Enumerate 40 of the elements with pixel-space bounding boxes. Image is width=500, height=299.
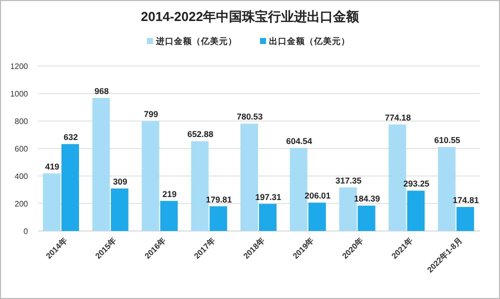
data-label: 317.35 [336,175,362,186]
bar [42,173,60,231]
data-label: 799 [144,109,158,120]
data-label: 197.31 [255,192,282,202]
y-tick-label: 800 [14,117,29,126]
data-label: 610.55 [434,135,461,146]
data-label: 179.81 [206,194,232,204]
bar [358,206,376,231]
data-label: 968 [94,86,109,96]
data-label: 604.54 [286,136,312,146]
legend-label: 出口金额（亿美元） [269,36,350,46]
y-tick-label: 1000 [10,90,29,98]
bar [92,98,110,231]
y-tick-label: 0 [24,227,29,236]
bar [61,144,79,231]
chart-title: 2014-2022年中国珠宝行业进出口金额 [140,9,360,24]
data-label: 632 [64,132,78,142]
data-label: 652.88 [187,129,214,140]
data-label: 219 [162,188,177,199]
y-tick-label: 600 [14,144,29,154]
bar [407,190,425,231]
bar [210,206,228,231]
data-label: 293.25 [403,178,430,189]
data-label: 780.53 [236,112,264,122]
y-tick-label: 1200 [10,62,29,71]
bar [110,188,128,231]
bar [160,200,178,231]
bar [308,202,326,231]
y-tick-label: 200 [14,200,29,208]
data-label: 774.18 [384,112,412,123]
data-label: 184.39 [354,194,380,204]
bar [142,121,160,231]
data-label: 309 [113,176,128,187]
data-label: 174.81 [452,194,480,205]
bar [259,204,277,231]
legend-label: 进口金额（亿美元） [155,36,237,46]
bar [456,206,474,231]
y-tick-label: 400 [14,172,29,181]
data-label: 206.01 [304,190,331,201]
data-label: 419 [45,161,60,172]
